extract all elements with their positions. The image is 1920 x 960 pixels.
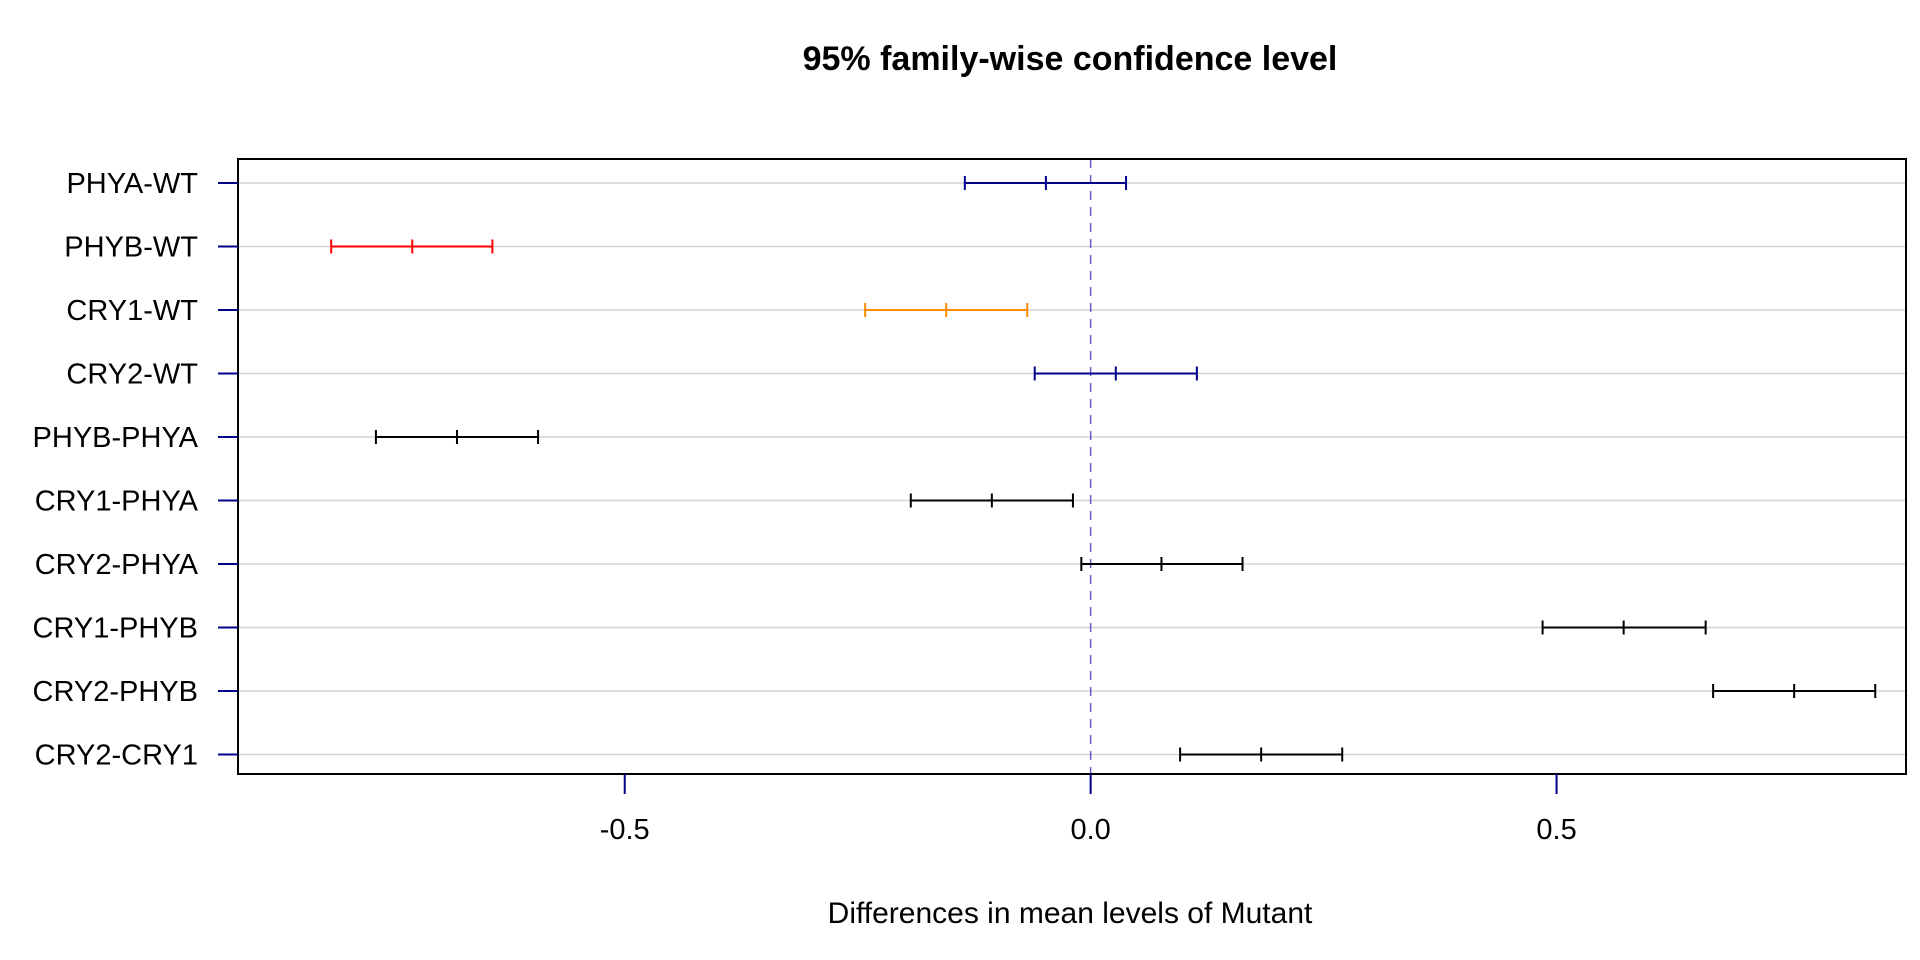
interval-phya-wt: [963, 176, 1128, 190]
y-axis: PHYA-WT PHYB-WT CRY1-WT CRY2-WT PHYB-PHYA CRY…: [33, 168, 238, 772]
grid-lines: [238, 182, 1906, 756]
interval-cry2-cry1: [1179, 747, 1344, 762]
interval-cry2-wt: [1033, 366, 1198, 381]
interval-cry2-phya: [1080, 557, 1244, 571]
y-tick-label: CRY1-PHYB: [33, 613, 198, 645]
interval-cry1-wt: [864, 303, 1029, 317]
y-tick-label: PHYB-PHYA: [33, 422, 199, 454]
y-tick-label: CRY1-PHYA: [35, 486, 199, 518]
y-tick-label: CRY2-PHYA: [35, 549, 199, 581]
y-tick-label: CRY2-CRY1: [35, 740, 198, 772]
x-tick-label: 0.5: [1536, 814, 1576, 846]
y-tick-label: CRY2-WT: [66, 359, 198, 391]
interval-cry2-phyb: [1712, 684, 1877, 698]
x-tick-label: -0.5: [600, 814, 650, 846]
x-tick-label: 0.0: [1070, 814, 1110, 846]
y-tick-label: PHYB-WT: [64, 232, 198, 264]
chart-title: 95% family-wise confidence level: [803, 40, 1338, 78]
y-tick-label: CRY2-PHYB: [33, 676, 198, 708]
interval-phyb-wt: [330, 239, 494, 254]
plot-frame: [237, 158, 1907, 775]
x-axis-label: Differences in mean levels of Mutant: [828, 897, 1313, 930]
confidence-intervals: [330, 176, 1877, 762]
y-tick-label: CRY1-WT: [66, 295, 198, 327]
interval-cry1-phyb: [1541, 620, 1707, 635]
interval-phyb-phya: [374, 430, 540, 444]
interval-cry1-phya: [909, 493, 1074, 508]
x-axis: -0.5 0.0 0.5: [600, 774, 1577, 846]
y-tick-label: PHYA-WT: [66, 168, 198, 200]
